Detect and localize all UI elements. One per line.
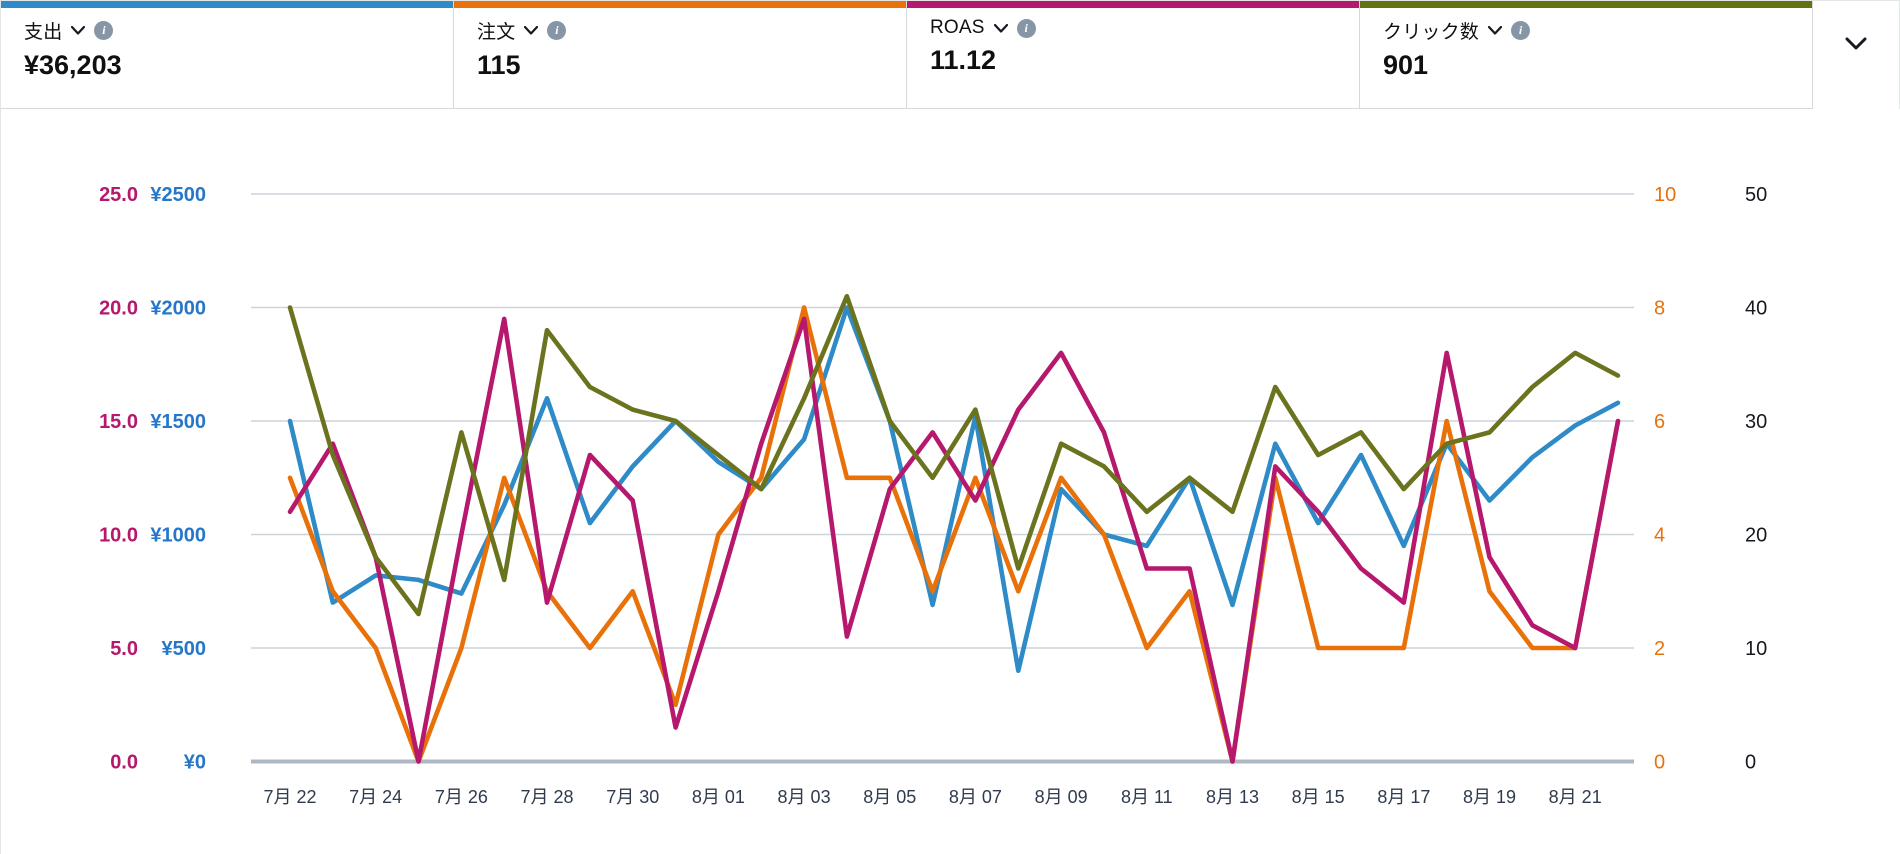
spend-card-label: 支出 [24, 22, 63, 43]
x-axis-tick-label: 8月 11 [1121, 787, 1173, 807]
left_roas-tick-label: 20.0 [99, 298, 138, 320]
x-axis-tick-label: 8月 19 [1463, 787, 1516, 807]
metric-card-orders[interactable]: 注文 i 115 [454, 1, 907, 109]
x-axis-tick-label: 8月 21 [1549, 787, 1602, 807]
series-line-注文 [287, 305, 1621, 764]
spend-accent-bar [1, 1, 453, 8]
roas-card-value: 11.12 [930, 45, 997, 75]
series-line-クリック数 [287, 293, 1621, 617]
right_orders-tick-label: 4 [1654, 525, 1665, 547]
metric-card-roas[interactable]: ROAS i 11.12 [907, 1, 1360, 109]
roas-card-label: ROAS [930, 17, 985, 38]
x-axis-tick-label: 7月 28 [521, 787, 574, 807]
x-axis-tick-label: 8月 05 [863, 787, 916, 807]
left_roas-tick-label: 5.0 [110, 638, 138, 660]
collapse-panel-button[interactable] [1813, 1, 1899, 109]
right_orders-tick-label: 8 [1654, 298, 1665, 320]
right_orders-tick-label: 2 [1654, 638, 1665, 660]
left_spend-tick-label: ¥500 [162, 638, 207, 660]
roas-accent-bar [907, 1, 1359, 8]
x-axis-tick-label: 8月 15 [1292, 787, 1345, 807]
metric-card-spend[interactable]: 支出 i ¥36,203 [1, 1, 454, 109]
left_roas-tick-label: 0.0 [110, 752, 138, 774]
orders-card-value: 115 [477, 50, 521, 80]
x-axis-tick-label: 7月 26 [435, 787, 488, 807]
metric-cards-strip: 支出 i ¥36,203 注文 i 115 ROAS [1, 1, 1899, 109]
orders-accent-bar [454, 1, 906, 8]
chevron-down-icon[interactable] [71, 26, 86, 35]
series-line-ROAS [287, 316, 1621, 764]
chevron-down-icon[interactable] [1845, 37, 1867, 55]
chevron-down-icon[interactable] [524, 26, 539, 35]
spend-card-value: ¥36,203 [24, 50, 122, 80]
left_spend-tick-label: ¥2000 [150, 298, 206, 320]
info-icon[interactable]: i [1016, 18, 1036, 38]
info-icon[interactable]: i [1511, 21, 1531, 40]
chevron-down-icon[interactable] [1488, 26, 1503, 35]
x-axis-tick-label: 8月 13 [1206, 787, 1259, 807]
metric-card-clicks[interactable]: クリック数 i 901 [1360, 1, 1813, 109]
right_clicks-tick-label: 0 [1745, 752, 1756, 774]
right_orders-tick-label: 10 [1654, 184, 1676, 206]
x-axis-tick-label: 7月 22 [263, 787, 316, 807]
x-axis-tick-label: 8月 09 [1035, 787, 1088, 807]
left_roas-tick-label: 15.0 [99, 411, 138, 433]
left_spend-tick-label: ¥0 [184, 752, 206, 774]
right_clicks-tick-label: 10 [1745, 638, 1767, 660]
right_clicks-tick-label: 40 [1745, 298, 1767, 320]
left_roas-tick-label: 25.0 [99, 184, 138, 206]
info-icon[interactable]: i [547, 21, 567, 40]
right_clicks-tick-label: 30 [1745, 411, 1767, 433]
x-axis-tick-label: 8月 01 [692, 787, 745, 807]
chart-canvas: 25.0 20.0 15.0 10.0 5.0 0.0 ¥2500 ¥2000 ¥1500 ¥10… [99, 184, 1767, 807]
left_spend-tick-label: ¥2500 [150, 184, 206, 206]
x-axis-tick-label: 8月 17 [1377, 787, 1430, 807]
right_clicks-tick-label: 50 [1745, 184, 1767, 206]
clicks-card-value: 901 [1383, 50, 1429, 80]
x-axis-tick-label: 7月 24 [349, 787, 402, 807]
right_orders-tick-label: 0 [1654, 752, 1665, 774]
series-line-支出 [287, 305, 1621, 674]
info-icon[interactable]: i [94, 21, 114, 40]
clicks-card-label: クリック数 [1383, 22, 1480, 43]
right_clicks-tick-label: 20 [1745, 525, 1767, 547]
x-axis-tick-label: 8月 03 [778, 787, 831, 807]
metrics-line-chart: 25.0 20.0 15.0 10.0 5.0 0.0 ¥2500 ¥2000 ¥1500 ¥10… [1, 109, 1900, 854]
right_orders-tick-label: 6 [1654, 411, 1665, 433]
orders-card-label: 注文 [477, 22, 516, 43]
clicks-accent-bar [1360, 1, 1812, 8]
left_roas-tick-label: 10.0 [99, 525, 138, 547]
chevron-down-icon[interactable] [993, 23, 1008, 33]
x-axis-tick-label: 8月 07 [949, 787, 1002, 807]
x-axis-tick-label: 7月 30 [606, 787, 659, 807]
left_spend-tick-label: ¥1000 [150, 525, 206, 547]
left_spend-tick-label: ¥1500 [150, 411, 206, 433]
